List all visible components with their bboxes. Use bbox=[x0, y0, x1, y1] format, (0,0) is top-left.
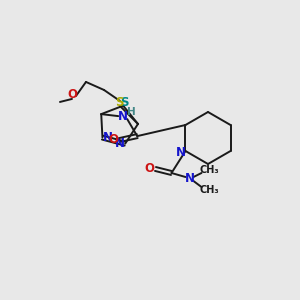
Text: N: N bbox=[184, 172, 194, 185]
Text: O: O bbox=[67, 88, 77, 101]
Text: O: O bbox=[108, 133, 118, 146]
Text: H: H bbox=[127, 107, 136, 117]
Text: N: N bbox=[103, 131, 112, 144]
Text: N: N bbox=[176, 146, 185, 160]
Text: N: N bbox=[118, 110, 128, 123]
Text: S: S bbox=[120, 96, 128, 109]
Text: S: S bbox=[115, 97, 123, 110]
Text: O: O bbox=[145, 161, 154, 175]
Text: CH₃: CH₃ bbox=[200, 165, 219, 175]
Text: N: N bbox=[115, 137, 125, 150]
Text: CH₃: CH₃ bbox=[200, 185, 219, 195]
